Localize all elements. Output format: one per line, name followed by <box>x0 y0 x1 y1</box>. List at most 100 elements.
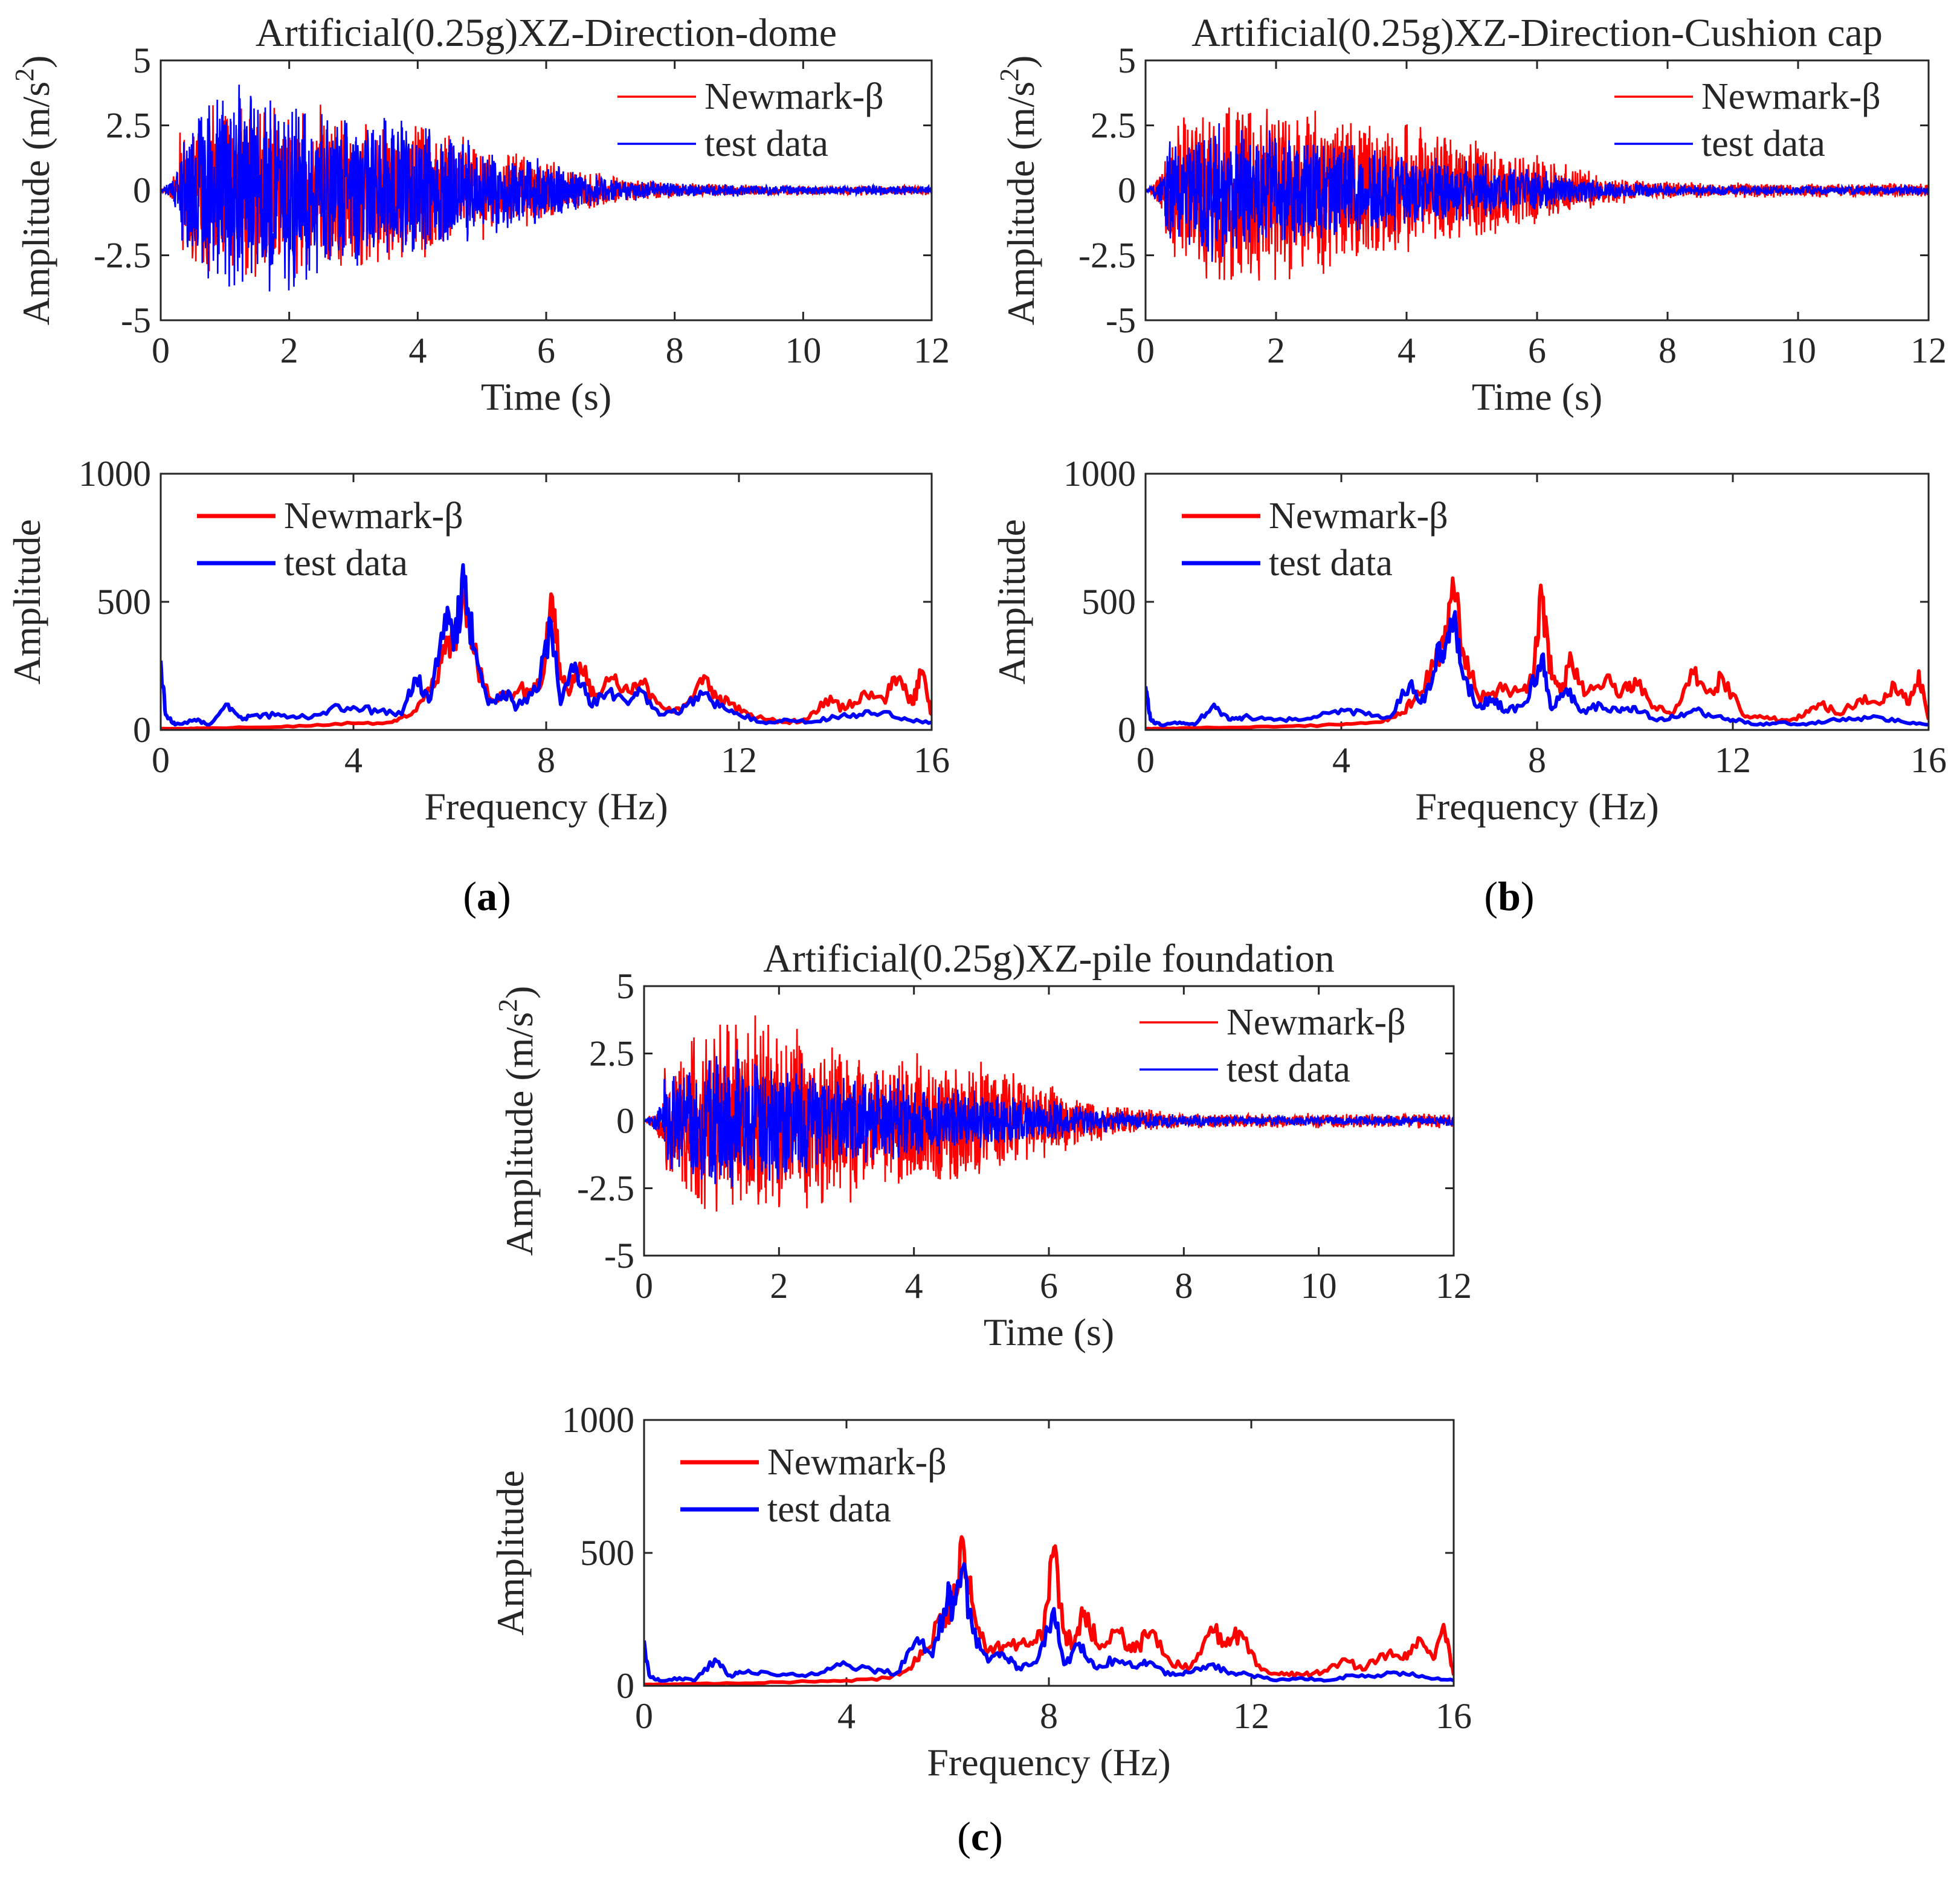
a_time-xtick-label: 4 <box>408 331 427 370</box>
a_time-xtick-label: 12 <box>914 331 950 370</box>
a_time-ytick-label: 2.5 <box>106 106 151 146</box>
c_time-ytick-label: 5 <box>616 966 634 1006</box>
c_time-xtick-label: 6 <box>1040 1266 1058 1306</box>
plots-layer: 0 2 4 6 8 10 12 5 2.5 0 -2.5 -5 Time (s) Amplitude (m… <box>5 11 1947 1784</box>
a_freq-xtick-label: 4 <box>344 740 363 780</box>
a_freq-ytick-label: 0 <box>133 710 151 750</box>
b_time-legend: Newmark-β test data <box>1614 76 1881 164</box>
a_freq-xtick-label: 16 <box>914 740 950 780</box>
b_freq-legend-label-1: test data <box>1269 543 1393 584</box>
c_time-series-test-data <box>644 1050 1454 1187</box>
a_time-frame <box>160 59 933 321</box>
a_time-xtick-label: 6 <box>537 331 555 370</box>
b_freq-ylabel: Amplitude <box>990 519 1033 685</box>
b_time-frame <box>1144 59 1930 321</box>
a_time-ytick-label: 5 <box>133 40 151 80</box>
c_time-xtick-label: 2 <box>770 1266 788 1306</box>
b_freq-xtick-label: 12 <box>1715 740 1751 780</box>
a_time-axes: 0 2 4 6 8 10 12 5 2.5 0 -2.5 -5 Time (s) Amplitude (m… <box>10 11 950 418</box>
c_time-legend: Newmark-β test data <box>1140 1002 1406 1090</box>
a_time-legend-label-0: Newmark-β <box>704 76 884 117</box>
b_time-legend-label-0: Newmark-β <box>1701 76 1881 117</box>
c_freq-legend: Newmark-β test data <box>680 1442 947 1530</box>
b_time-axes: 0 2 4 6 8 10 12 5 2.5 0 -2.5 -5 Time (s) Amplitude (m… <box>995 11 1947 418</box>
c_time-xtick-label: 0 <box>635 1266 653 1306</box>
c_freq-legend-label-0: Newmark-β <box>767 1442 947 1483</box>
c_freq-xtick-label: 12 <box>1233 1696 1269 1736</box>
b_time-ytick-label: 0 <box>1118 170 1136 210</box>
a_freq-ytick-label: 500 <box>97 582 151 622</box>
a_freq-series-test-data <box>161 563 932 727</box>
b_time-ytick-label: 2.5 <box>1091 106 1136 146</box>
c_time-xtick-label: 12 <box>1436 1266 1472 1306</box>
b_time-xtick-label: 4 <box>1397 331 1416 370</box>
a_time-series-test-data <box>161 85 932 292</box>
b_time-ylabel: Amplitude (m/s2) <box>995 56 1042 326</box>
a_time-legend-label-1: test data <box>704 123 828 164</box>
c_time-ytick-label: 2.5 <box>589 1034 634 1074</box>
c_time-xtick-label: 4 <box>905 1266 923 1306</box>
a_time-ytick-label: 0 <box>133 170 151 210</box>
c_time-xlabel: Time (s) <box>984 1311 1114 1353</box>
a_freq-ylabel: Amplitude <box>5 519 48 685</box>
a_freq-xlabel: Frequency (Hz) <box>424 785 668 828</box>
c_time-xtick-label: 10 <box>1301 1266 1337 1306</box>
b_time-xtick-label: 2 <box>1267 331 1285 370</box>
a_time-xlabel: Time (s) <box>481 375 611 418</box>
b_time-ytick-label: -2.5 <box>1078 236 1136 276</box>
b_time-ytick-label: 5 <box>1118 40 1136 80</box>
a_time-ytick-label: -2.5 <box>94 236 151 276</box>
b_time-xtick-label: 0 <box>1136 331 1155 370</box>
b_freq-xtick-label: 16 <box>1910 740 1947 780</box>
c_freq-legend-label-1: test data <box>767 1489 891 1530</box>
c_freq-series-test-data <box>644 1562 1454 1683</box>
b_freq-axes: 0 4 8 12 16 1000 500 0 Frequency (Hz) Amplitude <box>990 454 1947 828</box>
a_freq-axes: 0 4 8 12 16 1000 500 0 Frequency (Hz) Amplitude <box>5 454 950 828</box>
c_time-legend-label-1: test data <box>1227 1049 1350 1090</box>
b_time-series-test-data <box>1146 123 1929 262</box>
c_freq-axes: 0 4 8 12 16 1000 500 0 Frequency (Hz) Amplitude <box>489 1400 1472 1784</box>
c_time-legend-label-0: Newmark-β <box>1227 1002 1406 1043</box>
b_freq-xlabel: Frequency (Hz) <box>1415 785 1659 828</box>
a_time-xtick-label: 8 <box>666 331 684 370</box>
c_freq-xtick-label: 4 <box>837 1696 856 1736</box>
c_time-title: Artificial(0.25g)XZ-pile foundation <box>763 937 1335 981</box>
a_time-title: Artificial(0.25g)XZ-Direction-dome <box>256 11 837 55</box>
b_time-xtick-label: 10 <box>1780 331 1816 370</box>
b_freq-frame <box>1144 473 1930 731</box>
c_freq-ytick-label: 1000 <box>562 1400 634 1440</box>
b_freq-legend-label-0: Newmark-β <box>1269 495 1448 537</box>
panel-label-c: (c) <box>957 1813 1003 1859</box>
a_freq-frame <box>160 473 933 731</box>
b_freq-xtick-label: 4 <box>1332 740 1350 780</box>
a_freq-legend: Newmark-β test data <box>197 495 463 584</box>
c_freq-ytick-label: 0 <box>616 1666 634 1706</box>
a_freq-legend-label-1: test data <box>284 543 408 584</box>
panel-label-a: (a) <box>463 873 511 919</box>
b_freq-xtick-label: 0 <box>1136 740 1155 780</box>
panel-label-b: (b) <box>1484 873 1534 919</box>
c_freq-frame <box>643 1419 1455 1687</box>
a_freq-legend-label-0: Newmark-β <box>284 495 463 537</box>
c_time-frame <box>643 985 1455 1257</box>
c_freq-ylabel: Amplitude <box>489 1470 532 1636</box>
a_time-xtick-label: 0 <box>152 331 170 370</box>
c_time-ytick-label: 0 <box>616 1101 634 1141</box>
b_time-xtick-label: 6 <box>1528 331 1546 370</box>
c_freq-ytick-label: 500 <box>580 1533 634 1573</box>
c_freq-xtick-label: 8 <box>1040 1696 1058 1736</box>
b_freq-xtick-label: 8 <box>1528 740 1546 780</box>
c_freq-series-newmark <box>644 1535 1454 1686</box>
b_time-legend-label-1: test data <box>1701 123 1825 164</box>
c_time-ytick-label: -5 <box>604 1236 634 1276</box>
a_time-xtick-label: 10 <box>785 331 821 370</box>
a_time-legend: Newmark-β test data <box>617 76 884 164</box>
c_time-ytick-label: -2.5 <box>577 1169 634 1208</box>
b_freq-series-newmark <box>1146 576 1929 730</box>
a_time-xtick-label: 2 <box>280 331 298 370</box>
c_time-xtick-label: 8 <box>1175 1266 1193 1306</box>
c_freq-xtick-label: 0 <box>635 1696 653 1736</box>
c_freq-xtick-label: 16 <box>1436 1696 1472 1736</box>
a_time-ylabel: Amplitude (m/s2) <box>10 56 57 326</box>
